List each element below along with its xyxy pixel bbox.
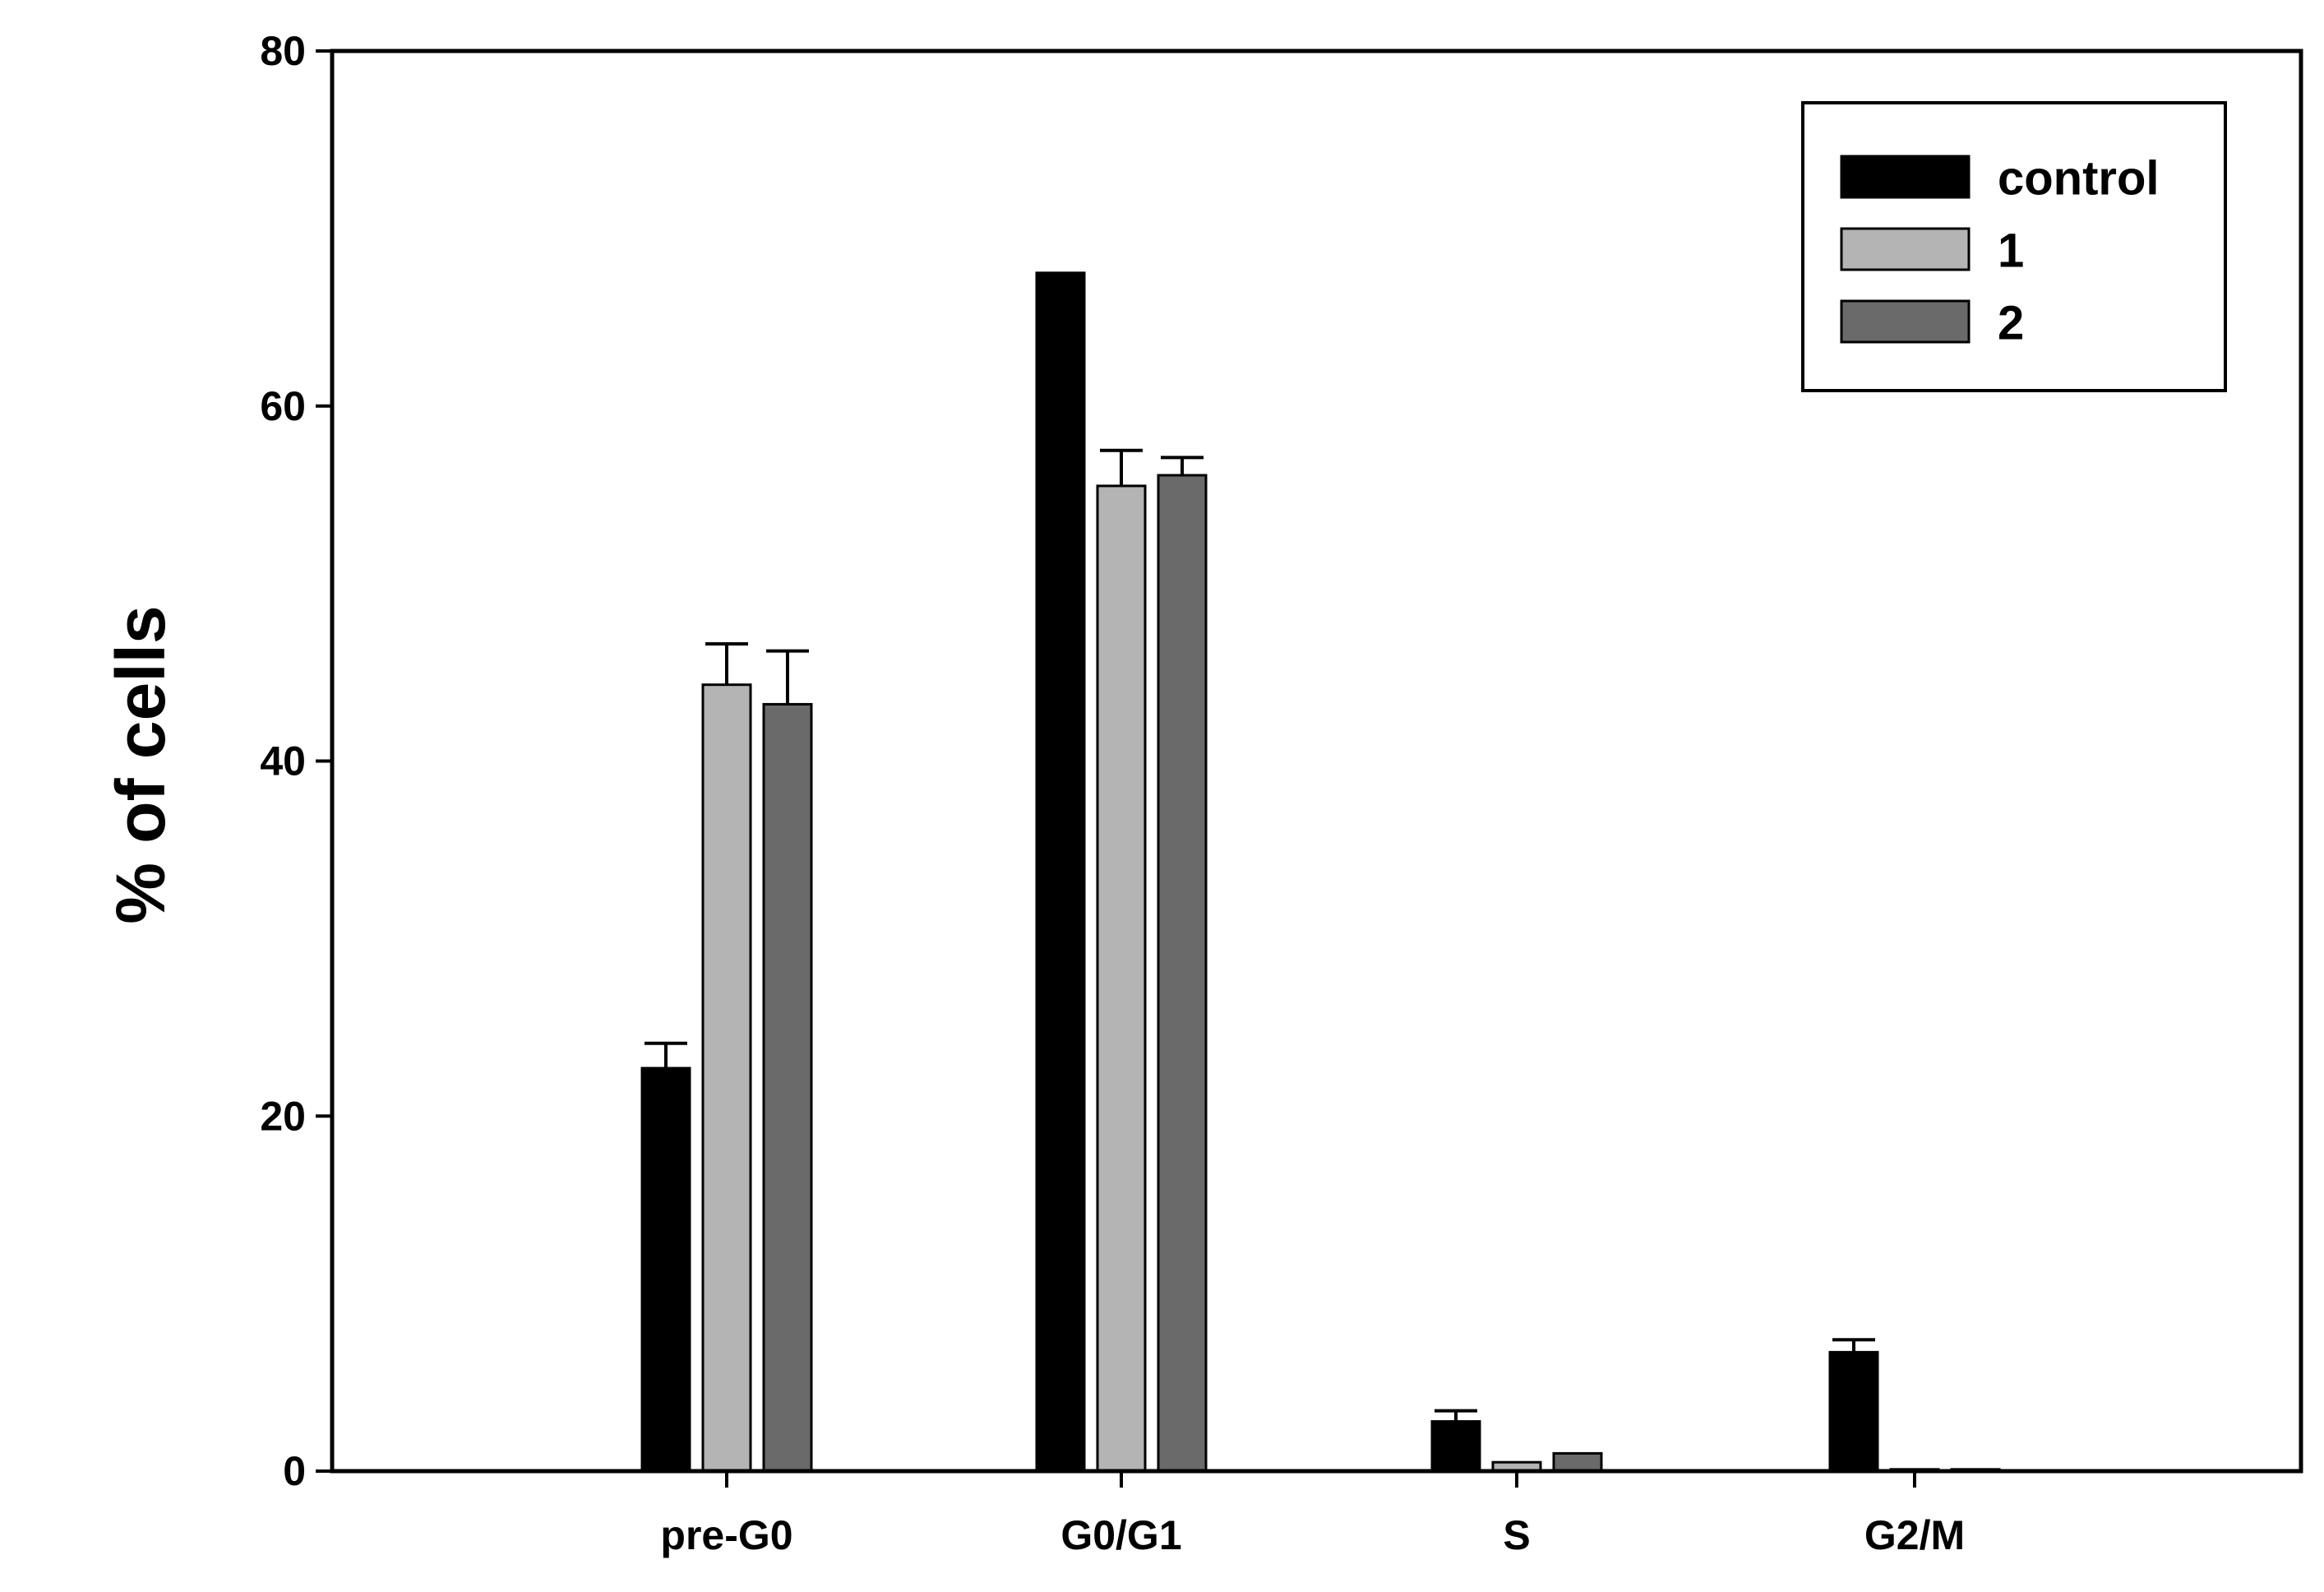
- y-tick-label: 40: [260, 738, 306, 784]
- y-tick-label: 0: [283, 1448, 306, 1494]
- y-tick-label: 20: [260, 1093, 306, 1139]
- legend-label-2: 2: [1998, 297, 2024, 350]
- bar-control-G0-G1: [1035, 271, 1086, 1473]
- x-tick-label: S: [1503, 1512, 1530, 1558]
- bar-control-S: [1430, 1420, 1481, 1473]
- x-tick-label: G0/G1: [1060, 1512, 1181, 1558]
- legend-label-1: 1: [1998, 224, 2024, 278]
- legend-swatch-2: [1840, 299, 1971, 344]
- legend-swatch-control: [1840, 155, 1971, 199]
- legend-label-control: control: [1998, 152, 2160, 206]
- y-tick-label: 60: [260, 383, 306, 429]
- x-axis: pre-G0 G0/G1 S G2/M: [660, 1471, 1965, 1558]
- y-tick-label: 80: [260, 28, 306, 74]
- bar-2-G0-G1: [1157, 474, 1208, 1473]
- legend-swatch-1: [1840, 227, 1971, 271]
- bar-control-G2-M: [1828, 1350, 1879, 1473]
- bar-2-S: [1552, 1451, 1603, 1473]
- bar-1-pre-G0: [701, 683, 752, 1473]
- bars-layer: [640, 271, 2001, 1473]
- error-bars-layer: [645, 448, 1875, 1422]
- bar-1-G0-G1: [1096, 484, 1147, 1473]
- bar-control-pre-G0: [640, 1067, 691, 1473]
- y-axis-title: % of cells: [102, 605, 179, 923]
- x-tick-label: pre-G0: [660, 1512, 792, 1558]
- legend: control 1 2: [1801, 101, 2227, 392]
- bar-2-pre-G0: [762, 702, 813, 1473]
- x-tick-label: G2/M: [1864, 1512, 1965, 1558]
- y-axis: 0 20 40 60 80: [260, 28, 332, 1494]
